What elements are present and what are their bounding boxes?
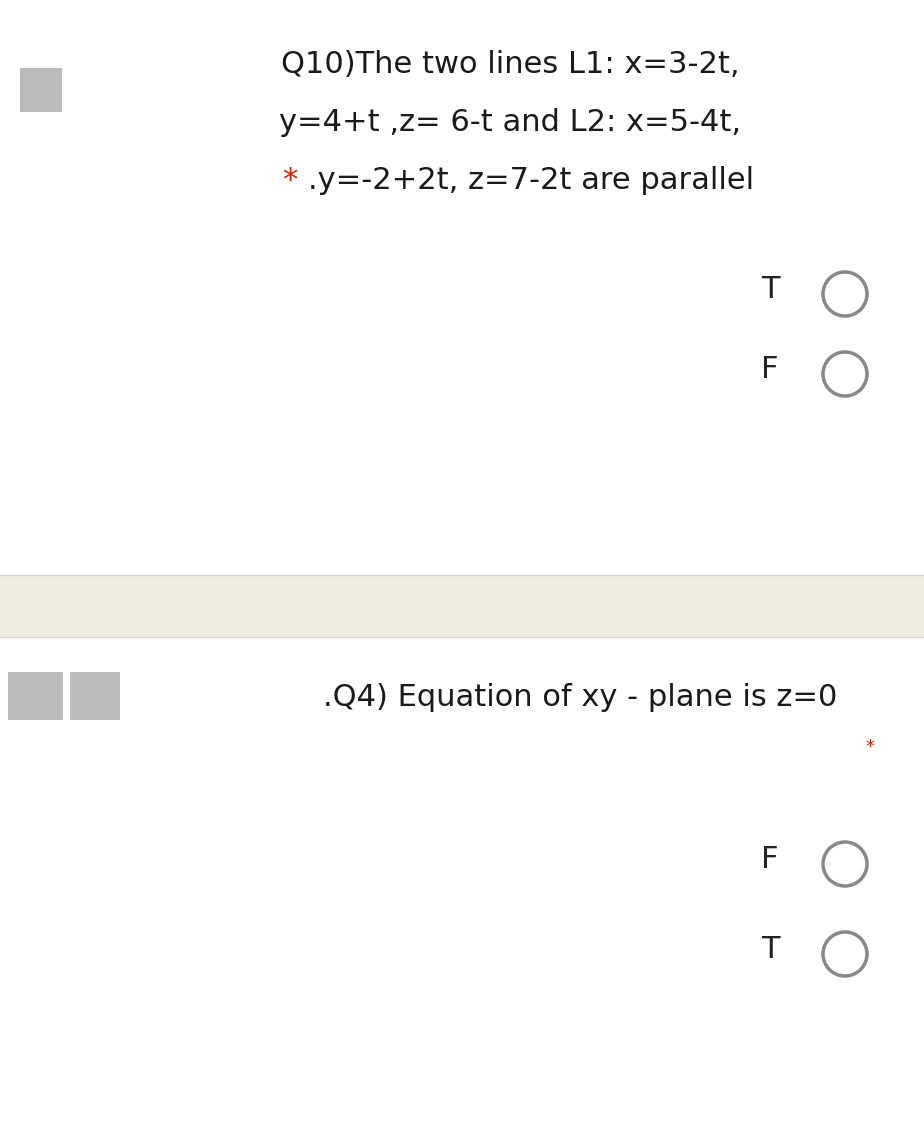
Bar xyxy=(20,68,62,113)
Bar xyxy=(8,672,63,720)
Text: *: * xyxy=(866,738,874,757)
Text: *: * xyxy=(283,166,308,195)
Text: T: T xyxy=(760,276,779,304)
Text: .Q4) Equation of xy - plane is z=0: .Q4) Equation of xy - plane is z=0 xyxy=(322,683,837,712)
Text: y=4+t ,z= 6-t and L2: x=5-4t,: y=4+t ,z= 6-t and L2: x=5-4t, xyxy=(279,108,741,137)
Text: Q10)The two lines L1: x=3-2t,: Q10)The two lines L1: x=3-2t, xyxy=(281,51,739,79)
Bar xyxy=(70,672,120,720)
Text: F: F xyxy=(761,356,779,385)
Text: T: T xyxy=(760,936,779,964)
Text: .y=-2+2t, z=7-2t are parallel: .y=-2+2t, z=7-2t are parallel xyxy=(308,166,754,195)
Bar xyxy=(0,575,924,637)
Text: F: F xyxy=(761,845,779,875)
